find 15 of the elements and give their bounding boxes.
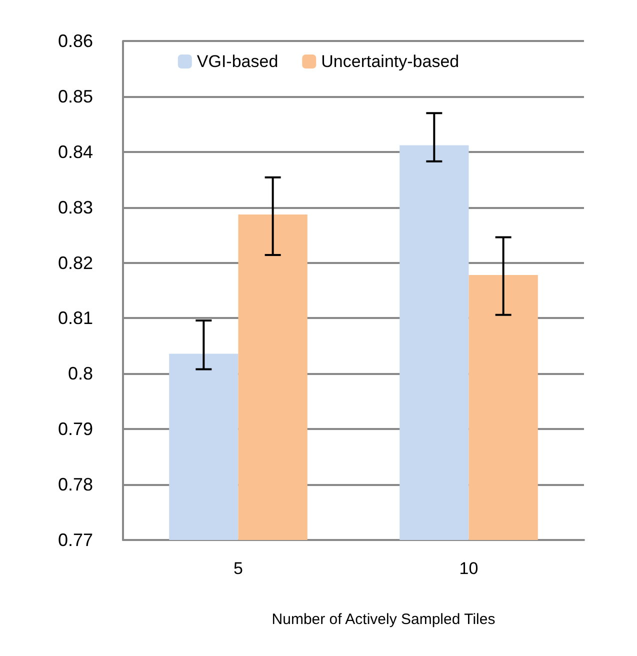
y-tick-label: 0.8: [68, 364, 93, 384]
x-axis-title: Number of Actively Sampled Tiles: [272, 611, 496, 628]
x-tick-label: 5: [234, 559, 243, 578]
legend-label: Uncertainty-based: [321, 52, 460, 71]
y-tick-label: 0.82: [58, 252, 93, 273]
y-tick-label: 0.81: [58, 308, 93, 328]
y-tick-label: 0.85: [58, 86, 93, 106]
y-tick-label: 0.78: [58, 474, 93, 495]
x-tick-label: 10: [459, 559, 478, 578]
y-tick-label: 0.86: [58, 31, 93, 51]
legend-label: VGI-based: [196, 52, 278, 71]
y-tick-label: 0.84: [58, 142, 93, 162]
y-tick-label: 0.77: [58, 530, 93, 550]
y-tick-label: 0.83: [58, 197, 93, 218]
y-tick-label: 0.79: [58, 419, 93, 440]
